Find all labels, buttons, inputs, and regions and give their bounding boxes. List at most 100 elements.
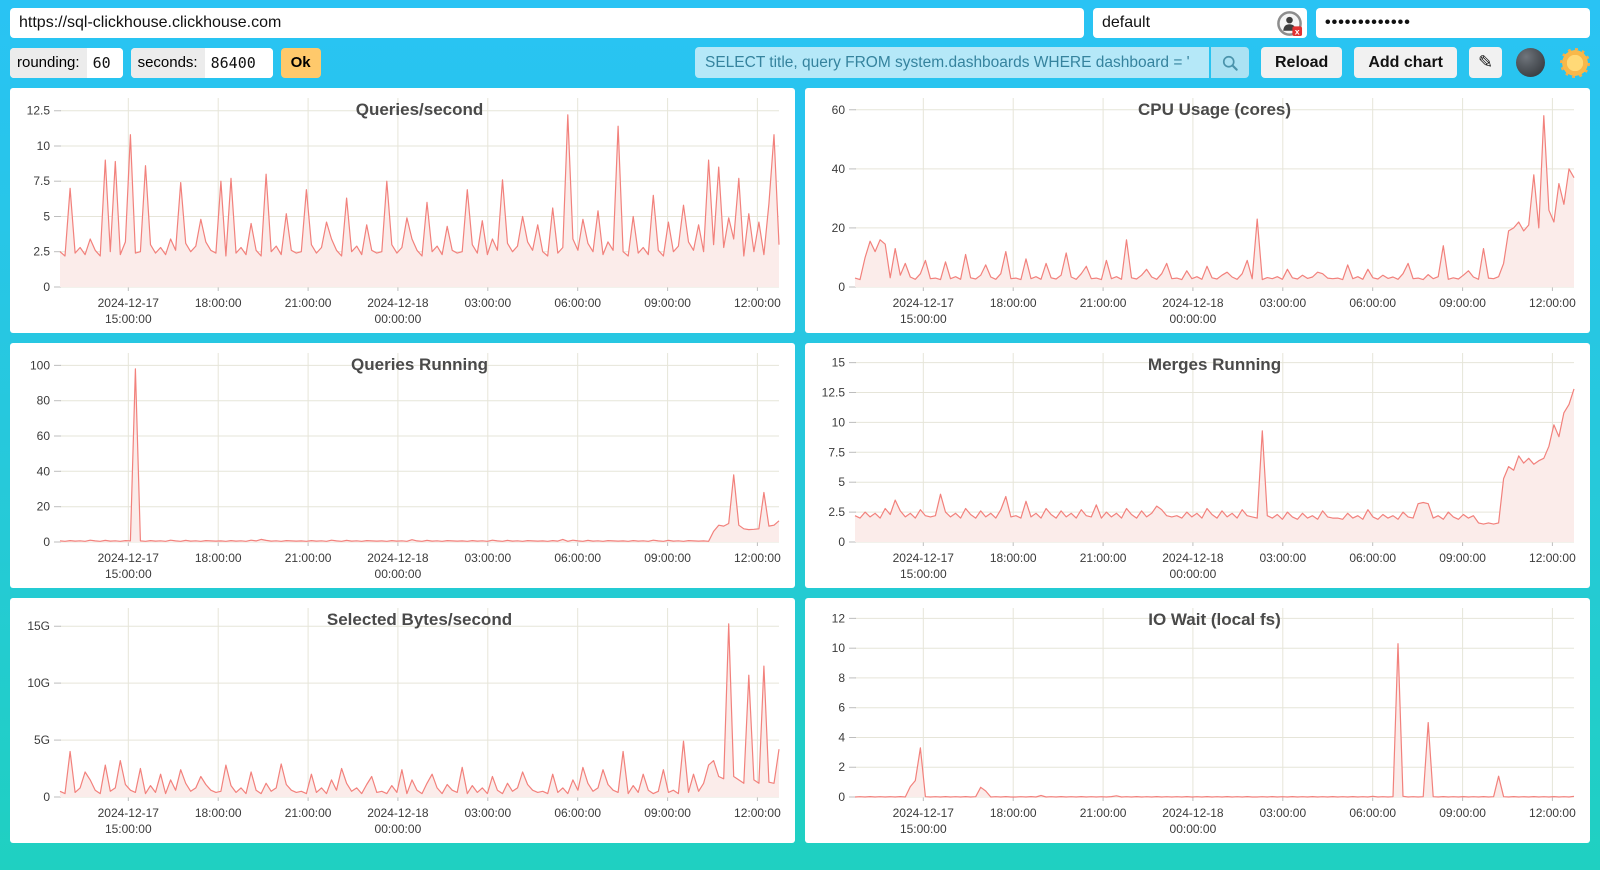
chart-svg: 2024-12-17 15:00:00 18:00:00 21:00:00 2024-1… <box>832 608 1576 836</box>
svg-text:7.5: 7.5 <box>33 174 50 188</box>
svg-text:Merges Running: Merges Running <box>1148 355 1281 374</box>
svg-text:2024-12-17: 2024-12-17 <box>98 551 160 565</box>
user-input[interactable] <box>1093 8 1307 38</box>
edit-charts-button[interactable]: ✎ <box>1469 47 1502 78</box>
svg-text:0: 0 <box>43 280 50 294</box>
sun-icon <box>1560 47 1590 78</box>
svg-text:2024-12-18: 2024-12-18 <box>1162 806 1224 820</box>
password-manager-icon[interactable]: x <box>1276 10 1303 37</box>
svg-text:8: 8 <box>838 671 845 685</box>
rounding-field-group: rounding: <box>10 47 123 78</box>
svg-text:15G: 15G <box>27 619 50 633</box>
svg-text:100: 100 <box>30 358 50 372</box>
seconds-input[interactable] <box>204 47 273 78</box>
svg-text:00:00:00: 00:00:00 <box>375 312 422 326</box>
svg-text:20: 20 <box>37 500 51 514</box>
svg-text:21:00:00: 21:00:00 <box>1080 806 1127 820</box>
seconds-field-group: seconds: <box>130 47 273 78</box>
svg-text:15:00:00: 15:00:00 <box>105 822 152 836</box>
svg-text:x: x <box>1295 26 1300 36</box>
svg-text:15:00:00: 15:00:00 <box>105 567 152 581</box>
svg-text:7.5: 7.5 <box>828 445 845 459</box>
svg-text:21:00:00: 21:00:00 <box>285 551 332 565</box>
svg-text:21:00:00: 21:00:00 <box>1080 551 1127 565</box>
svg-text:2.5: 2.5 <box>33 245 50 259</box>
url-input[interactable] <box>10 8 1084 38</box>
light-theme-toggle[interactable] <box>1560 47 1590 78</box>
svg-text:Queries Running: Queries Running <box>351 355 488 374</box>
svg-text:03:00:00: 03:00:00 <box>464 806 511 820</box>
svg-text:09:00:00: 09:00:00 <box>1439 551 1486 565</box>
svg-text:06:00:00: 06:00:00 <box>554 551 601 565</box>
pencil-icon: ✎ <box>1477 52 1494 72</box>
svg-text:12:00:00: 12:00:00 <box>1529 551 1576 565</box>
svg-text:06:00:00: 06:00:00 <box>1349 296 1396 310</box>
svg-text:4: 4 <box>838 731 845 745</box>
connection-toolbar: x <box>0 0 1600 38</box>
svg-text:2024-12-17: 2024-12-17 <box>893 806 955 820</box>
svg-text:80: 80 <box>37 394 51 408</box>
svg-text:18:00:00: 18:00:00 <box>195 551 242 565</box>
svg-text:09:00:00: 09:00:00 <box>1439 806 1486 820</box>
chart-svg: 2024-12-17 15:00:00 18:00:00 21:00:00 2024-1… <box>822 353 1576 581</box>
dashboard-query-group <box>694 47 1249 78</box>
svg-text:IO Wait (local fs): IO Wait (local fs) <box>1148 610 1281 629</box>
svg-text:5G: 5G <box>34 733 50 747</box>
svg-text:0: 0 <box>838 280 845 294</box>
svg-text:CPU Usage (cores): CPU Usage (cores) <box>1138 100 1291 119</box>
svg-text:12.5: 12.5 <box>822 386 846 400</box>
svg-text:18:00:00: 18:00:00 <box>990 551 1037 565</box>
svg-text:2024-12-18: 2024-12-18 <box>367 296 429 310</box>
svg-text:60: 60 <box>37 429 51 443</box>
svg-text:60: 60 <box>832 103 846 117</box>
svg-text:12:00:00: 12:00:00 <box>734 296 781 310</box>
dark-theme-toggle[interactable] <box>1516 48 1546 78</box>
svg-text:18:00:00: 18:00:00 <box>195 806 242 820</box>
add-chart-button[interactable]: Add chart <box>1354 47 1457 78</box>
svg-text:21:00:00: 21:00:00 <box>285 806 332 820</box>
svg-text:10G: 10G <box>27 676 50 690</box>
svg-text:03:00:00: 03:00:00 <box>464 551 511 565</box>
svg-text:0: 0 <box>43 535 50 549</box>
dashboard-query-input[interactable] <box>694 47 1209 78</box>
svg-text:09:00:00: 09:00:00 <box>644 296 691 310</box>
password-input[interactable] <box>1316 8 1590 38</box>
svg-text:09:00:00: 09:00:00 <box>644 806 691 820</box>
svg-text:12.5: 12.5 <box>27 104 51 118</box>
svg-text:18:00:00: 18:00:00 <box>990 296 1037 310</box>
controls-toolbar: rounding: seconds: Ok Reload Add chart ✎ <box>0 38 1600 78</box>
chart-svg: 2024-12-17 15:00:00 18:00:00 21:00:00 2024-1… <box>30 353 781 581</box>
svg-text:12:00:00: 12:00:00 <box>1529 296 1576 310</box>
svg-text:5: 5 <box>838 475 845 489</box>
user-field-wrap: x <box>1093 8 1307 38</box>
svg-text:18:00:00: 18:00:00 <box>195 296 242 310</box>
chart-panel-io-wait-local-fs-: 2024-12-17 15:00:00 18:00:00 21:00:00 2024-1… <box>805 598 1590 843</box>
search-button[interactable] <box>1210 47 1249 78</box>
svg-text:15:00:00: 15:00:00 <box>105 312 152 326</box>
svg-text:12: 12 <box>832 611 846 625</box>
svg-text:15: 15 <box>832 356 846 370</box>
svg-text:15:00:00: 15:00:00 <box>900 822 947 836</box>
svg-text:2.5: 2.5 <box>828 505 845 519</box>
svg-text:40: 40 <box>832 162 846 176</box>
charts-grid: 2024-12-17 15:00:00 18:00:00 21:00:00 2024-1… <box>0 78 1600 853</box>
svg-text:00:00:00: 00:00:00 <box>1170 567 1217 581</box>
chart-panel-cpu-usage-cores-: 2024-12-17 15:00:00 18:00:00 21:00:00 2024-1… <box>805 88 1590 333</box>
svg-text:06:00:00: 06:00:00 <box>554 296 601 310</box>
svg-text:12:00:00: 12:00:00 <box>1529 806 1576 820</box>
svg-text:2024-12-18: 2024-12-18 <box>1162 296 1224 310</box>
chart-svg: 2024-12-17 15:00:00 18:00:00 21:00:00 2024-1… <box>832 98 1576 326</box>
svg-text:06:00:00: 06:00:00 <box>554 806 601 820</box>
svg-text:03:00:00: 03:00:00 <box>1259 296 1306 310</box>
reload-button[interactable]: Reload <box>1260 47 1343 78</box>
svg-text:Selected Bytes/second: Selected Bytes/second <box>327 610 512 629</box>
svg-text:2024-12-17: 2024-12-17 <box>893 296 955 310</box>
ok-button[interactable]: Ok <box>280 47 321 78</box>
chart-panel-selected-bytes-second: 2024-12-17 15:00:00 18:00:00 21:00:00 2024-1… <box>10 598 795 843</box>
svg-text:03:00:00: 03:00:00 <box>1259 806 1306 820</box>
chart-svg: 2024-12-17 15:00:00 18:00:00 21:00:00 2024-1… <box>27 98 781 326</box>
svg-text:06:00:00: 06:00:00 <box>1349 806 1396 820</box>
rounding-input[interactable] <box>86 47 123 78</box>
svg-text:2: 2 <box>838 760 845 774</box>
svg-text:09:00:00: 09:00:00 <box>1439 296 1486 310</box>
